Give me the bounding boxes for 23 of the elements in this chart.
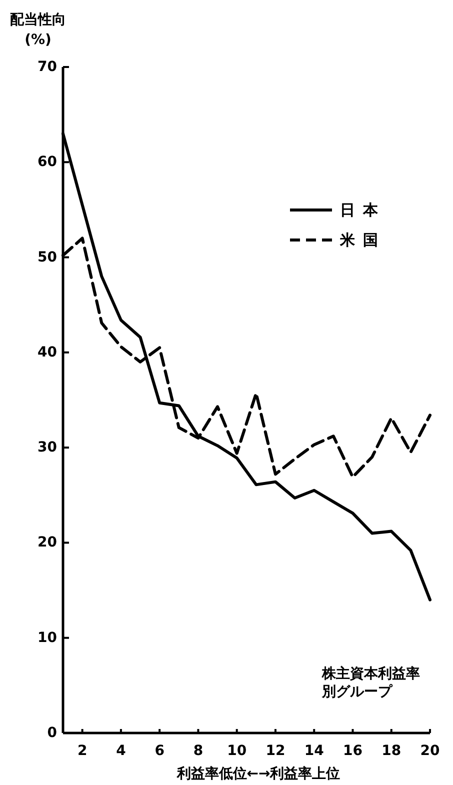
y-tick-label: 20	[38, 534, 58, 551]
annotation: 株主資本利益率別グループ	[322, 665, 421, 702]
y-tick-label: 0	[47, 725, 58, 741]
x-tick-label: 2	[77, 743, 88, 759]
y-tick-label: 40	[38, 344, 58, 360]
x-tick-label: 4	[116, 743, 126, 759]
x-tick-label: 10	[227, 743, 247, 759]
y-tick-label: 70	[38, 59, 58, 75]
x-tick-label: 8	[193, 743, 204, 759]
x-tick-label: 20	[420, 743, 440, 759]
y-tick-label: 50	[38, 249, 58, 266]
y-axis-title: 配当性向 (%)	[10, 12, 66, 48]
x-axis-title: 利益率低位←→利益率上位	[176, 765, 340, 782]
y-tick-label: 60	[38, 154, 58, 170]
x-tick-label: 6	[154, 743, 164, 759]
x-tick-label: 18	[382, 743, 402, 759]
x-tick-label: 12	[266, 743, 286, 759]
x-tick-label: 16	[342, 743, 362, 759]
legend-label: 米国	[339, 231, 386, 249]
legend-label: 日本	[340, 201, 386, 219]
y-tick-label: 10	[38, 630, 58, 646]
x-tick-label: 14	[304, 743, 324, 759]
y-tick-label: 30	[38, 440, 58, 456]
